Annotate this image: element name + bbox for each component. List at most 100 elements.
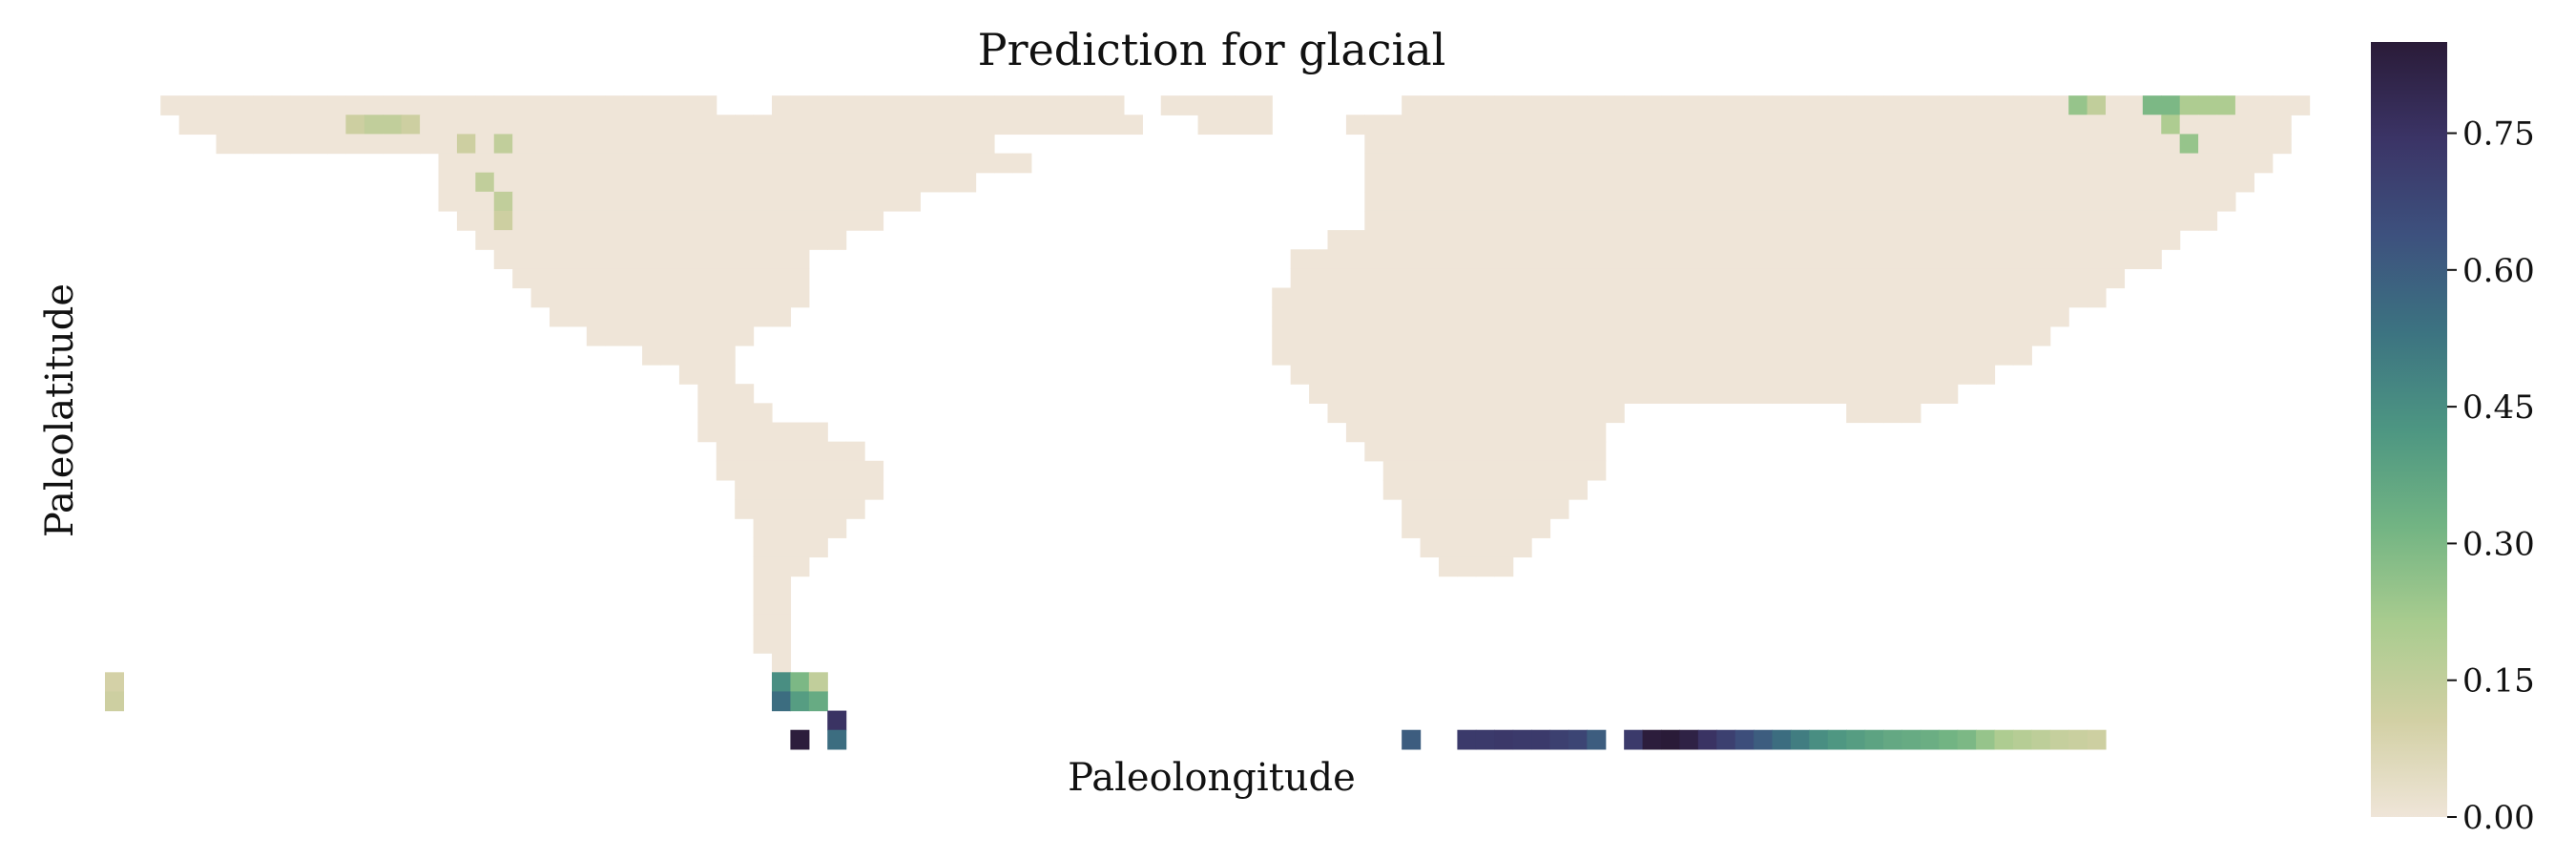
heatmap-cell <box>179 115 198 135</box>
heatmap-cell <box>1587 461 1606 481</box>
heatmap-cell <box>1698 288 1717 308</box>
heatmap-cell <box>790 134 809 154</box>
heatmap-cell <box>1735 365 1755 385</box>
heatmap-cell <box>605 154 624 174</box>
heatmap-cell <box>2088 268 2107 288</box>
heatmap-cell <box>587 211 606 231</box>
heatmap-cell <box>1661 326 1680 346</box>
heatmap-cell <box>1606 134 1625 154</box>
heatmap-cell <box>1494 499 1513 519</box>
heatmap-cell <box>1791 230 1810 250</box>
heatmap-cell <box>327 134 346 154</box>
heatmap-cell <box>1624 95 1643 115</box>
heatmap-cell <box>754 461 773 481</box>
heatmap-cell <box>624 326 643 346</box>
heatmap-cell <box>920 154 939 174</box>
heatmap-cell <box>1476 268 1495 288</box>
heatmap-cell <box>846 211 865 231</box>
heatmap-cell <box>1476 154 1495 174</box>
heatmap-cell <box>1661 307 1680 327</box>
heatmap-cell <box>1958 115 1977 135</box>
heatmap-cell <box>531 249 551 269</box>
heatmap-cell <box>1383 346 1402 366</box>
heatmap-cell <box>2161 230 2180 250</box>
heatmap-cell <box>309 115 328 135</box>
heatmap-cell <box>1828 365 1847 385</box>
y-axis-label: Paleolatitude <box>38 283 82 537</box>
heatmap-cell <box>679 249 698 269</box>
heatmap-cell <box>1809 346 1828 366</box>
heatmap-cell <box>1698 154 1717 174</box>
heatmap-cell <box>1550 461 1569 481</box>
heatmap-cell <box>327 95 346 115</box>
heatmap-cell <box>1550 192 1569 212</box>
heatmap-cell <box>790 211 809 231</box>
heatmap-cell <box>2013 268 2032 288</box>
heatmap-cell <box>1550 326 1569 346</box>
heatmap-cell <box>1643 192 1662 212</box>
heatmap-cell <box>1643 115 1662 135</box>
heatmap-cell <box>827 134 846 154</box>
heatmap-cell <box>1791 95 1810 115</box>
heatmap-cell <box>1513 518 1532 538</box>
heatmap-cell <box>2050 730 2069 750</box>
heatmap-cell <box>1439 154 1458 174</box>
heatmap-cell <box>697 423 717 443</box>
heatmap-cell <box>2106 115 2125 135</box>
heatmap-cell <box>2143 192 2162 212</box>
heatmap-cell <box>2235 134 2254 154</box>
heatmap-cell <box>772 653 791 673</box>
heatmap-cell <box>1921 326 1940 346</box>
heatmap-cell <box>1921 268 1940 288</box>
heatmap-cell <box>253 95 272 115</box>
heatmap-cell <box>402 115 421 135</box>
heatmap-cell <box>790 442 809 462</box>
heatmap-cell <box>1661 230 1680 250</box>
heatmap-cell <box>1846 346 1865 366</box>
heatmap-cell <box>1643 326 1662 346</box>
heatmap-cell <box>1568 268 1588 288</box>
heatmap-cell <box>1476 442 1495 462</box>
heatmap-cell <box>679 307 698 327</box>
heatmap-cell <box>1958 134 1977 154</box>
heatmap-cell <box>1494 537 1513 557</box>
heatmap-cell <box>1643 154 1662 174</box>
heatmap-cell <box>1328 230 1347 250</box>
heatmap-cell <box>754 615 773 635</box>
heatmap-cell <box>531 134 551 154</box>
heatmap-cell <box>772 691 791 711</box>
heatmap-cell <box>1439 288 1458 308</box>
heatmap-cell <box>717 211 736 231</box>
heatmap-cell <box>1364 326 1383 346</box>
heatmap-cell <box>1457 442 1476 462</box>
heatmap-cell <box>1791 192 1810 212</box>
heatmap-cell <box>1791 134 1810 154</box>
heatmap-cell <box>457 154 476 174</box>
heatmap-cell <box>1773 730 1792 750</box>
heatmap-cell <box>1457 173 1476 193</box>
heatmap-cell <box>1716 249 1735 269</box>
heatmap-cell <box>1402 115 1421 135</box>
heatmap-cell <box>1791 384 1810 404</box>
heatmap-cell <box>642 230 661 250</box>
heatmap-cell <box>2180 154 2199 174</box>
heatmap-cell <box>1976 95 1995 115</box>
heatmap-cell <box>772 556 791 576</box>
heatmap-cell <box>345 115 364 135</box>
heatmap-cell <box>1421 307 1440 327</box>
heatmap-cell <box>717 442 736 462</box>
heatmap-cell <box>1550 268 1569 288</box>
heatmap-cell <box>846 461 865 481</box>
heatmap-cell <box>1791 326 1810 346</box>
heatmap-cell <box>1939 95 1958 115</box>
heatmap-cell <box>827 499 846 519</box>
heatmap-cell <box>1328 288 1347 308</box>
heatmap-cell <box>1383 365 1402 385</box>
heatmap-cell <box>717 384 736 404</box>
heatmap-cell <box>1624 173 1643 193</box>
heatmap-cell <box>439 95 458 115</box>
heatmap-cell <box>1791 346 1810 366</box>
heatmap-cell <box>735 288 754 308</box>
heatmap-cell <box>2031 115 2050 135</box>
heatmap-cell <box>661 211 680 231</box>
